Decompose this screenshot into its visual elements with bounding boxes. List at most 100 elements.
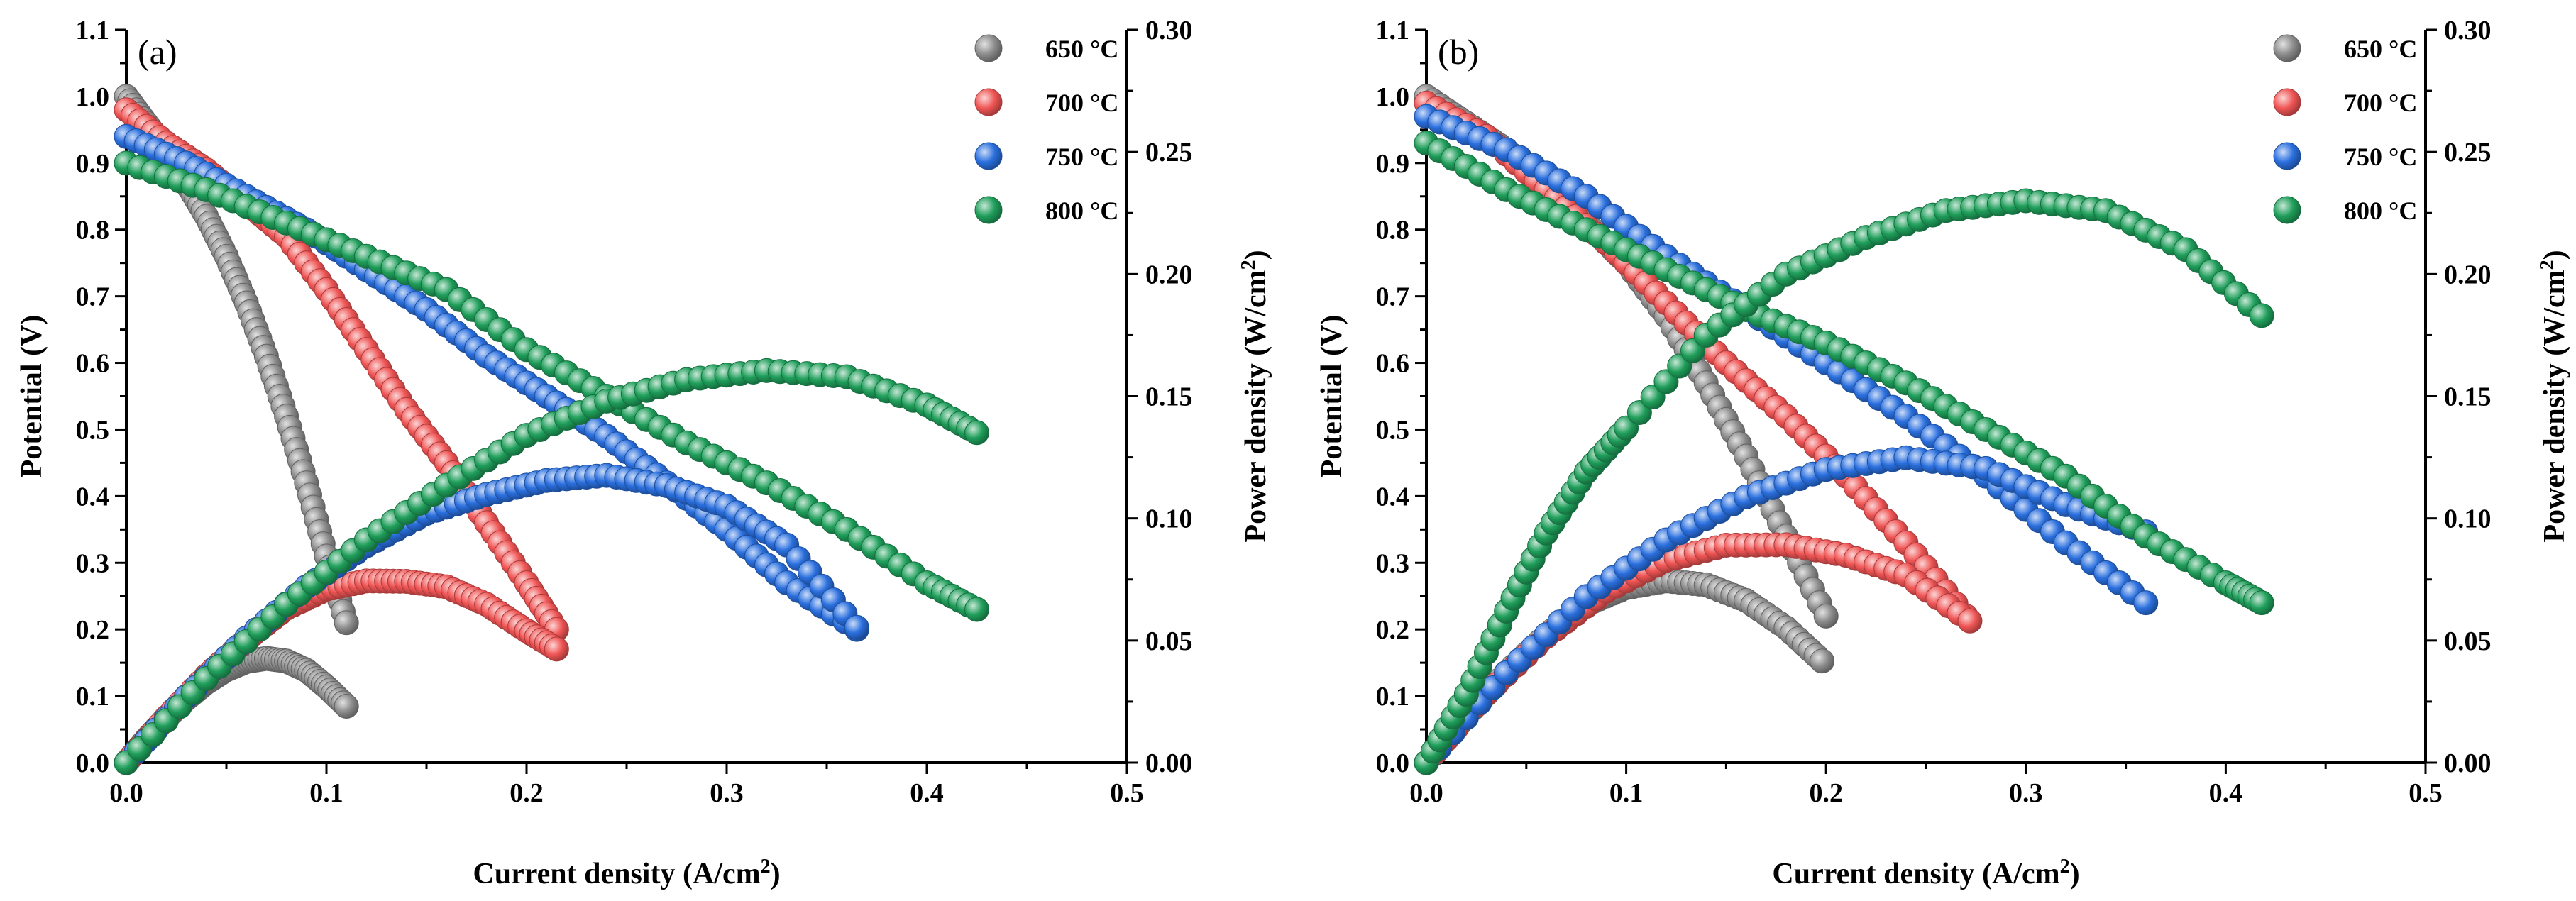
x-axis-title-end: ) — [2070, 858, 2080, 890]
y2-tick-label: 0.30 — [2444, 16, 2492, 45]
y2-tick-label: 0.30 — [1145, 16, 1193, 45]
y2-tick-label: 0.05 — [1145, 626, 1193, 656]
legend-marker — [974, 196, 1003, 224]
legend-marker — [2273, 142, 2301, 170]
panel-b: 0.0 0.1 0.2 0.3 0.4 0.5 0.0 0.1 0.2 0.3 0.4 0.5 0.6 0… — [1316, 16, 2571, 890]
y2-axis-title-end: ) — [1240, 250, 1272, 260]
y2-tick-label: 0.20 — [2444, 260, 2492, 289]
x-axis-title-end: ) — [771, 858, 781, 890]
x-tick-label: 0.3 — [710, 778, 744, 808]
y2-axis-title: Power density (W/cm2) — [2536, 250, 2572, 542]
y-tick-label: 0.9 — [76, 149, 110, 179]
legend-label: 750 °C — [2344, 143, 2417, 171]
y2-axis-title-sup: 2 — [1238, 260, 1260, 270]
y2-tick-label: 0.15 — [2444, 382, 2492, 412]
legend-label: 650 °C — [2344, 35, 2417, 63]
panel-label: (b) — [1438, 32, 1479, 72]
y2-tick-label: 0.25 — [1145, 138, 1193, 167]
legend-label: 750 °C — [1045, 143, 1118, 171]
legend-marker — [974, 88, 1003, 116]
y-tick-label: 0.3 — [76, 548, 110, 578]
x-tick-label: 0.5 — [2409, 778, 2443, 808]
x-tick-label: 0.4 — [910, 778, 944, 808]
y2-tick-label: 0.00 — [2444, 748, 2492, 778]
x-tick-label: 0.2 — [1809, 778, 1843, 808]
power-point — [964, 420, 989, 446]
x-tick-label: 0.5 — [1110, 778, 1144, 808]
voltage-point — [2133, 590, 2159, 616]
legend-label: 800 °C — [1045, 197, 1118, 225]
y-axis-title: Potential (V) — [16, 315, 48, 478]
y-tick-label: 0.0 — [76, 748, 110, 778]
power-point — [2249, 303, 2274, 328]
legend-label: 700 °C — [2344, 89, 2417, 117]
y-tick-label: 0.4 — [1376, 482, 1410, 512]
x-tick-label: 0.4 — [2209, 778, 2243, 808]
panel-label: (a) — [138, 32, 177, 72]
x-axis-title-sup: 2 — [2060, 856, 2070, 878]
y-tick-label: 0.2 — [1376, 615, 1410, 645]
y-tick-label: 0.6 — [1376, 349, 1410, 379]
x-tick-label: 0.2 — [510, 778, 544, 808]
y-tick-label: 0.8 — [76, 216, 110, 245]
voltage-point — [1813, 603, 1839, 629]
legend-label: 650 °C — [1045, 35, 1118, 63]
legend-label: 700 °C — [1045, 89, 1118, 117]
y-tick-label: 0.7 — [76, 282, 110, 312]
voltage-point — [334, 610, 359, 636]
y-tick-label: 0.6 — [76, 349, 110, 379]
x-tick-label: 0.1 — [1609, 778, 1644, 808]
x-axis-title: Current density (A/cm2) — [1772, 856, 2079, 891]
y2-tick-label: 0.00 — [1145, 748, 1193, 778]
x-tick-label: 0.1 — [309, 778, 343, 808]
voltage-point — [2249, 590, 2274, 616]
y2-tick-label: 0.10 — [2444, 504, 2492, 534]
panel-a: 0.0 0.1 0.2 0.3 0.4 0.5 0.0 0.1 0.2 0.3 0.4 0.5 0.6 0… — [16, 16, 1272, 890]
power-point — [544, 636, 569, 662]
y-tick-label: 0.3 — [1376, 548, 1410, 578]
y-tick-label: 0.5 — [1376, 415, 1410, 445]
legend-marker — [2273, 196, 2301, 224]
y-tick-label: 0.5 — [76, 415, 110, 445]
power-point — [1810, 648, 1835, 674]
y-tick-label: 0.2 — [76, 615, 110, 645]
y2-axis-title-sup: 2 — [2536, 260, 2558, 270]
y-tick-label: 0.4 — [76, 482, 110, 512]
y2-tick-label: 0.05 — [2444, 626, 2492, 656]
x-axis-title: Current density (A/cm2) — [473, 856, 780, 891]
y2-axis-title-end: ) — [2538, 250, 2571, 260]
series-3 — [1414, 131, 2274, 775]
y-tick-label: 1.0 — [1376, 82, 1410, 112]
y2-tick-label: 0.25 — [2444, 138, 2492, 167]
legend-marker — [974, 34, 1003, 62]
x-tick-label: 0.3 — [2009, 778, 2043, 808]
y2-tick-label: 0.20 — [1145, 260, 1193, 289]
y2-axis-title: Power density (W/cm2) — [1238, 250, 1273, 542]
series-3 — [114, 150, 989, 775]
x-axis-title-sup: 2 — [761, 856, 771, 878]
y-tick-label: 0.9 — [1376, 149, 1410, 179]
legend-marker — [2273, 34, 2301, 62]
x-tick-label: 0.0 — [1409, 778, 1443, 808]
power-point — [334, 693, 359, 719]
y-tick-label: 0.0 — [1376, 748, 1410, 778]
power-point — [1957, 608, 1983, 634]
y2-tick-label: 0.10 — [1145, 504, 1193, 534]
power-point — [844, 614, 869, 640]
y-tick-label: 1.1 — [76, 16, 110, 45]
y-tick-label: 0.1 — [76, 682, 110, 712]
y-tick-label: 1.0 — [76, 82, 110, 112]
y-tick-label: 0.1 — [1376, 682, 1410, 712]
y-tick-label: 0.7 — [1376, 282, 1410, 312]
y-tick-label: 1.1 — [1376, 16, 1410, 45]
legend-label: 800 °C — [2344, 197, 2417, 225]
voltage-point — [964, 597, 989, 622]
y-axis-title: Potential (V) — [1316, 315, 1348, 478]
y2-tick-label: 0.15 — [1145, 382, 1193, 412]
series-2 — [1414, 104, 2159, 775]
x-tick-label: 0.0 — [109, 778, 143, 808]
y-tick-label: 0.8 — [1376, 216, 1410, 245]
legend-marker — [2273, 88, 2301, 116]
legend-marker — [974, 142, 1003, 170]
